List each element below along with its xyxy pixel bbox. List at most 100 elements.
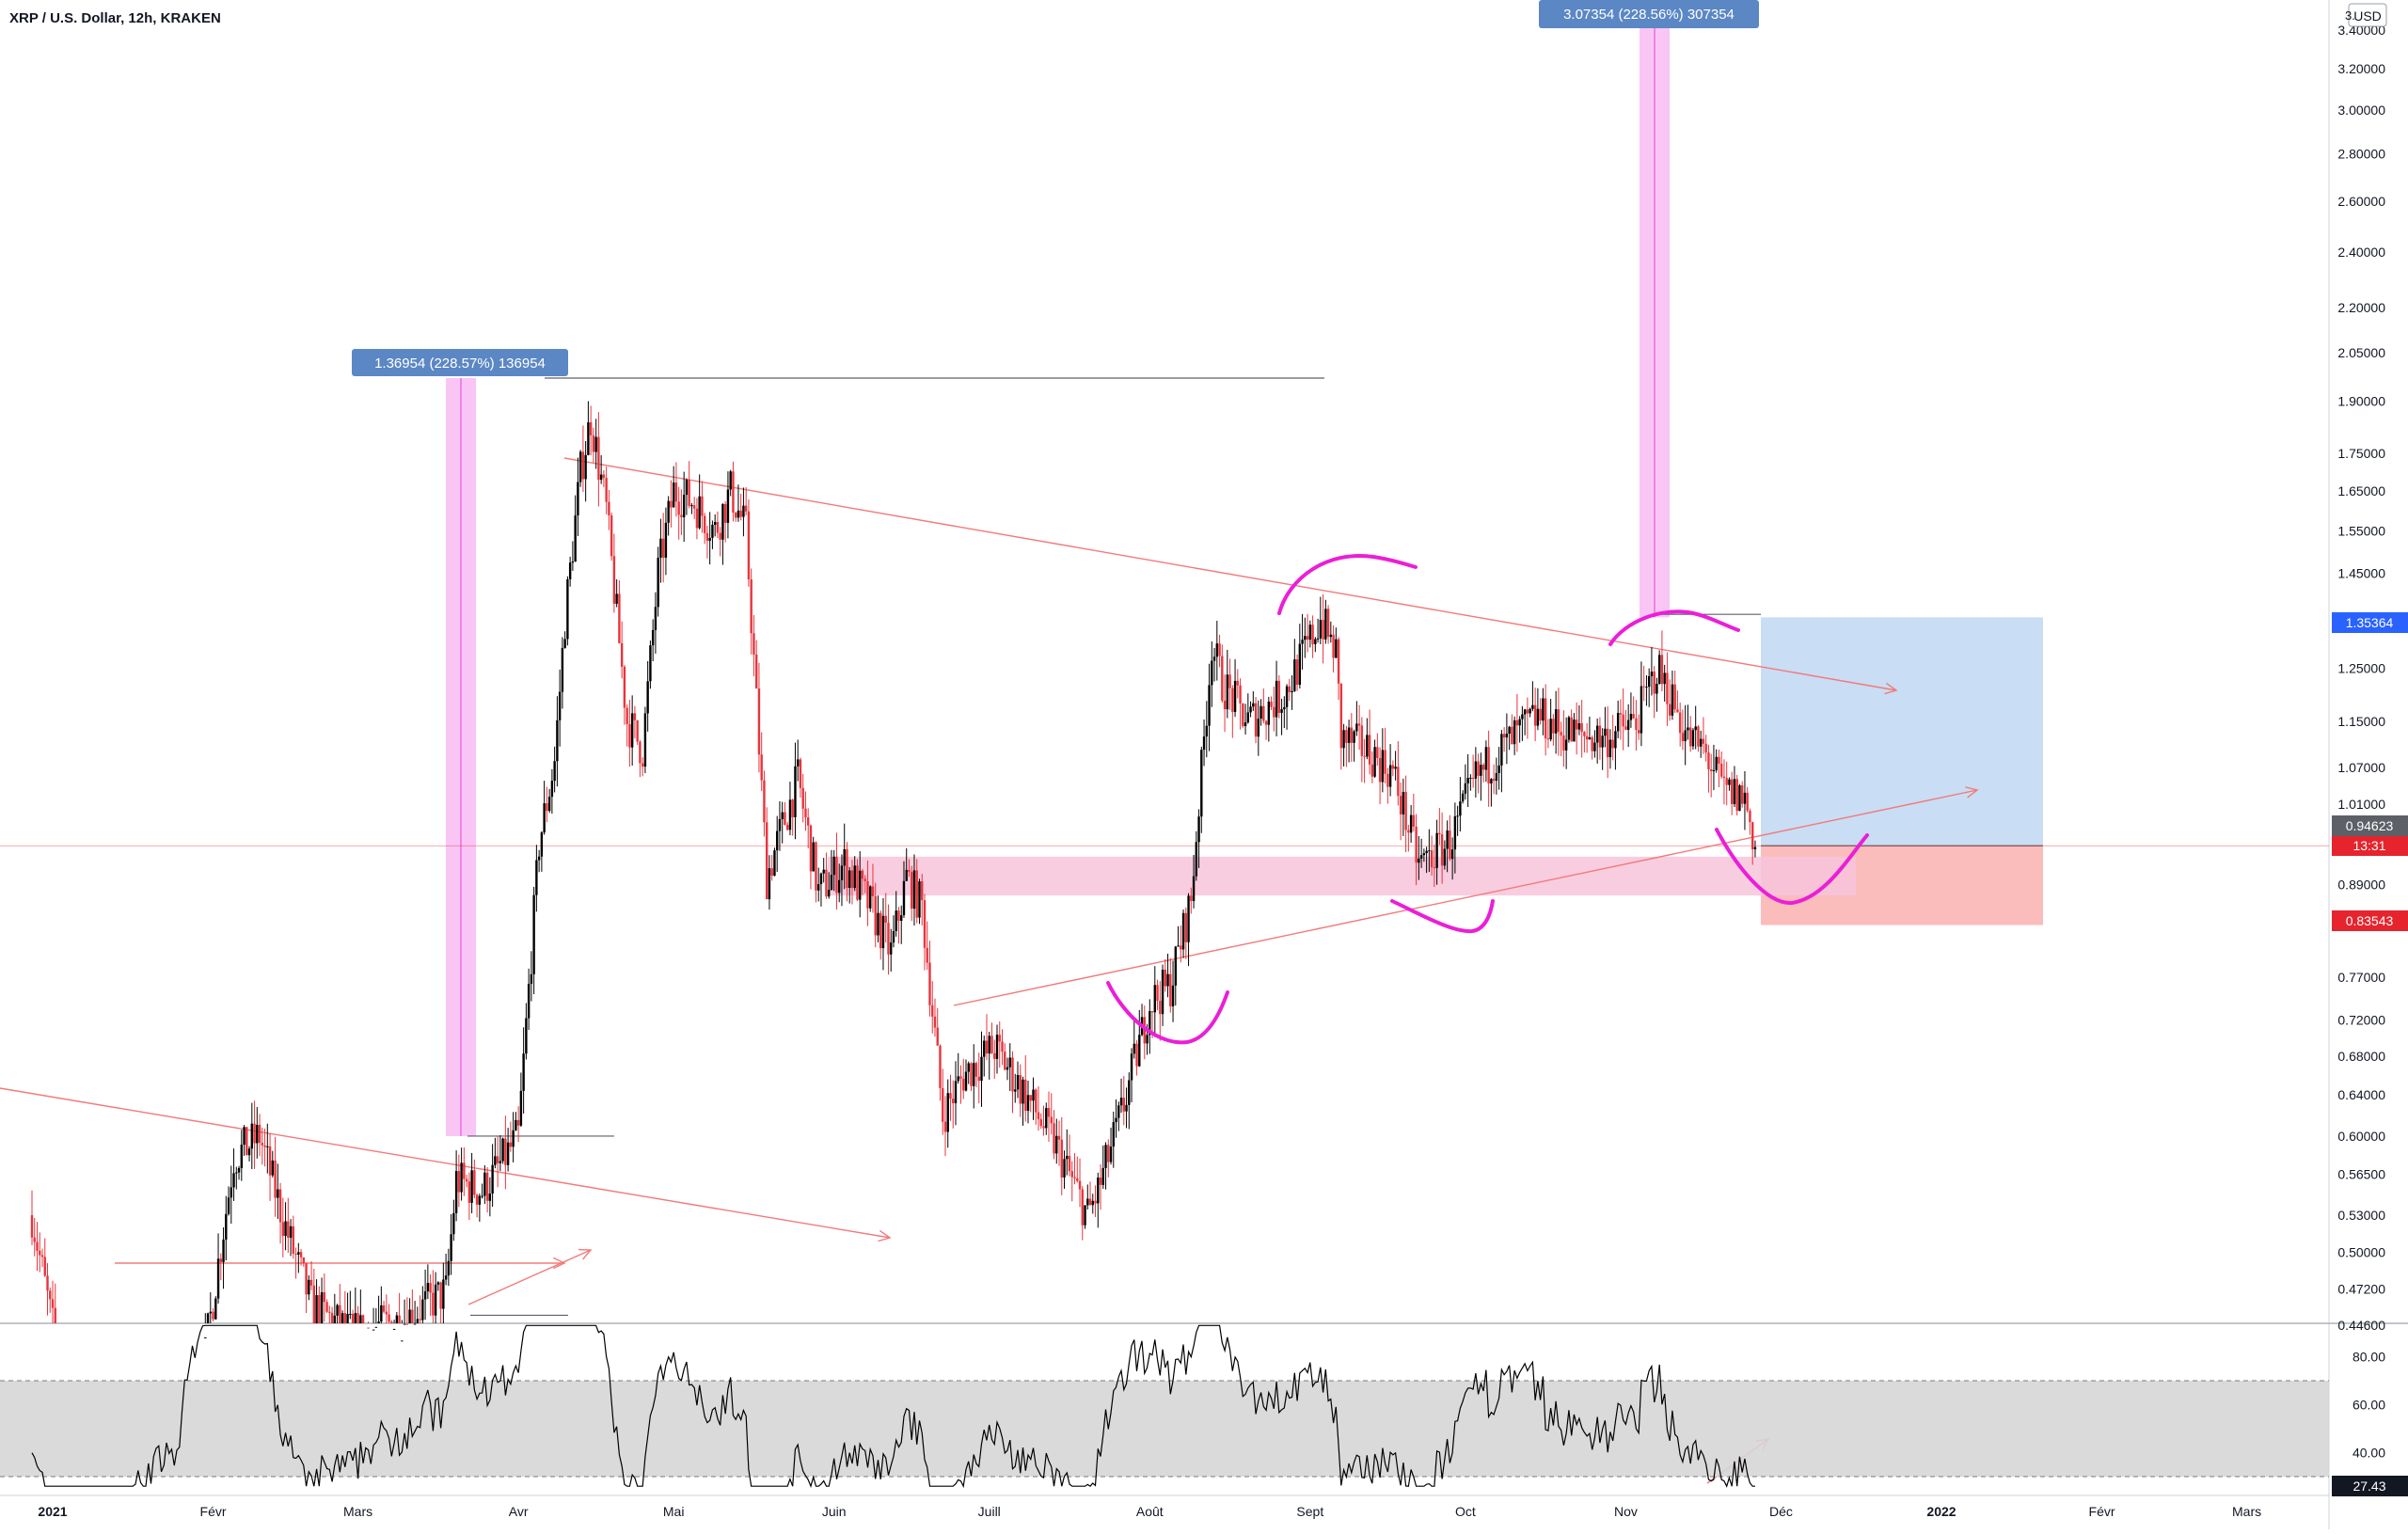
candle <box>1422 848 1426 862</box>
price-tick-label: 1.75000 <box>2337 446 2385 461</box>
candle <box>1449 814 1451 862</box>
candle <box>292 1215 295 1259</box>
candle <box>504 1115 507 1190</box>
candle <box>923 894 927 971</box>
candle <box>1138 1009 1141 1067</box>
candle-body <box>659 538 662 558</box>
candle-body <box>1415 826 1418 863</box>
candle <box>721 503 724 565</box>
candle-body <box>1702 738 1705 744</box>
candle-body <box>550 781 554 798</box>
candle <box>1073 1153 1076 1185</box>
candle <box>1360 717 1364 783</box>
candle-body <box>1508 726 1511 735</box>
candle-body <box>957 1076 959 1082</box>
candle-body <box>1262 705 1265 721</box>
candle-body <box>515 1119 517 1131</box>
candle <box>887 904 890 975</box>
candle-body <box>227 1197 230 1214</box>
candle <box>442 1262 445 1323</box>
candle-body <box>1066 1155 1069 1160</box>
candle-body <box>853 865 856 889</box>
candle-body <box>1301 640 1304 644</box>
candle <box>209 1292 212 1323</box>
candle <box>1466 754 1469 807</box>
candle <box>879 909 882 960</box>
candle <box>1656 677 1658 712</box>
candle <box>1533 688 1537 742</box>
candle <box>1622 688 1624 751</box>
candle <box>256 1107 259 1159</box>
candle-body <box>361 1315 365 1323</box>
candle-body <box>1298 643 1302 686</box>
candle-body <box>692 505 696 509</box>
candle-body <box>278 1189 282 1223</box>
candle-body <box>1645 687 1648 688</box>
candle <box>1474 747 1478 798</box>
candle-body <box>1511 726 1513 745</box>
candle-body <box>1001 1041 1004 1052</box>
candle <box>1614 725 1617 770</box>
candle-body <box>747 511 751 580</box>
candle-body <box>504 1138 507 1165</box>
candle-body <box>594 436 597 452</box>
candle <box>599 455 603 484</box>
candle <box>1719 751 1723 779</box>
candle <box>1487 730 1490 807</box>
candle <box>1640 661 1643 747</box>
candle <box>1688 716 1692 752</box>
candle <box>1552 714 1555 746</box>
candle-body <box>1376 747 1379 758</box>
candle <box>336 1304 339 1323</box>
candle <box>1244 704 1247 735</box>
candle <box>467 1172 471 1220</box>
candle <box>1397 740 1400 806</box>
candle-body <box>1166 973 1169 987</box>
candle-body <box>1063 1159 1066 1178</box>
candle <box>574 495 577 562</box>
candle <box>752 615 755 677</box>
candle <box>863 875 866 894</box>
candle <box>1500 730 1503 793</box>
candle <box>578 450 582 487</box>
candle <box>240 1130 243 1181</box>
candle-body <box>962 1078 965 1091</box>
candle-body <box>677 501 680 515</box>
candle-body <box>325 1302 328 1312</box>
candle <box>1681 709 1685 751</box>
candle <box>1063 1150 1066 1189</box>
candle-body <box>1246 712 1250 723</box>
candle <box>692 497 696 519</box>
candle-body <box>1446 830 1449 849</box>
candle-body <box>921 881 924 901</box>
candle-body <box>374 1326 378 1328</box>
candle-body <box>40 1255 44 1257</box>
candle-body <box>1461 793 1465 802</box>
currency-button[interactable] <box>2348 3 2387 27</box>
candle-body <box>1150 1011 1154 1013</box>
candle-body <box>1149 1011 1151 1036</box>
candle-body <box>566 578 569 640</box>
candle-body <box>1190 895 1193 901</box>
candle-body <box>1035 1089 1038 1113</box>
candle-body <box>268 1146 272 1176</box>
candle <box>330 1306 334 1323</box>
candle-body <box>825 869 828 897</box>
candle <box>734 512 737 522</box>
candle <box>794 742 797 840</box>
candle <box>1273 687 1275 732</box>
candle-body <box>667 500 670 523</box>
candle-body <box>1084 1205 1086 1226</box>
stop-price-badge <box>2332 910 2408 931</box>
candle-body <box>547 797 551 812</box>
candle-body <box>698 496 701 529</box>
candle <box>1740 781 1744 808</box>
candle-body <box>1481 765 1485 770</box>
candle <box>853 856 856 892</box>
candle-body <box>995 1035 999 1059</box>
candle-body <box>563 639 566 648</box>
candle <box>1657 650 1661 685</box>
candle <box>757 662 761 773</box>
